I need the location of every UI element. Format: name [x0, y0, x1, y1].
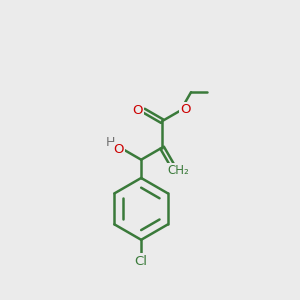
Text: Cl: Cl	[135, 254, 148, 268]
Text: O: O	[113, 142, 124, 156]
Text: O: O	[133, 104, 143, 117]
Text: O: O	[180, 103, 191, 116]
Text: H: H	[106, 136, 116, 149]
Text: CH₂: CH₂	[167, 164, 189, 177]
